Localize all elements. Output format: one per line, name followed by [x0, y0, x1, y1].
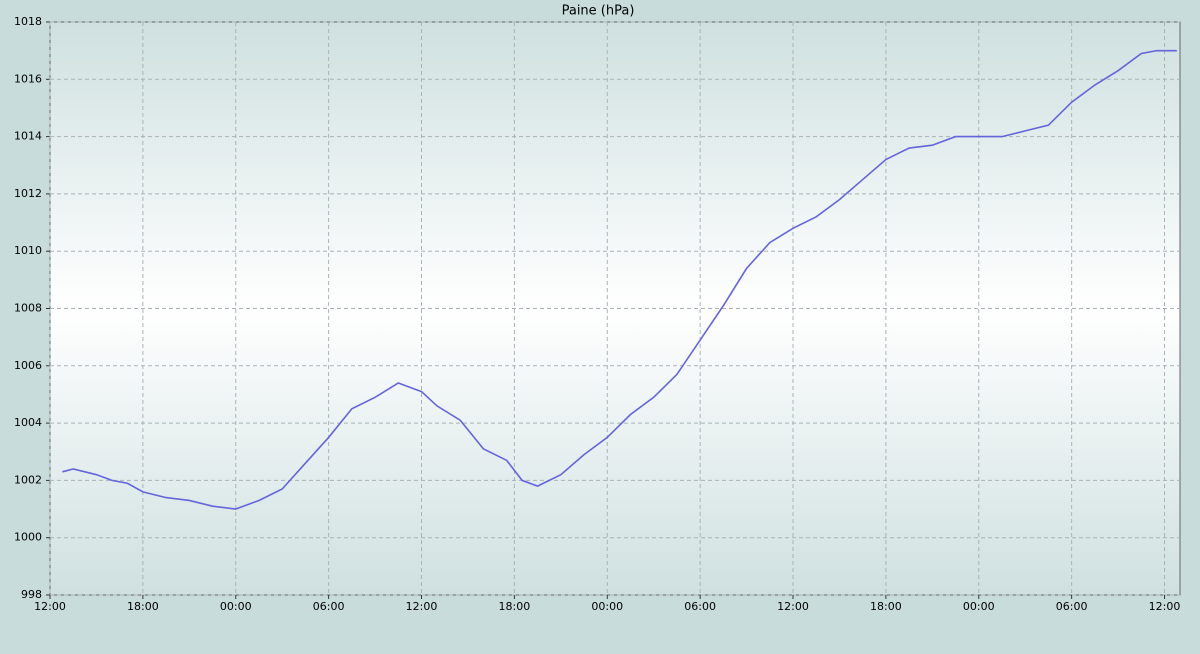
y-tick-label: 1006	[14, 359, 42, 372]
x-tick-label: 18:00	[127, 600, 159, 613]
y-tick-label: 1010	[14, 244, 42, 257]
chart-title: Paine (hPa)	[562, 4, 635, 19]
y-tick-label: 1018	[14, 15, 42, 28]
x-tick-label: 18:00	[870, 600, 902, 613]
y-tick-label: 1004	[14, 416, 42, 429]
y-tick-label: 998	[21, 588, 42, 601]
y-tick-label: 1012	[14, 187, 42, 200]
y-tick-label: 1016	[14, 72, 42, 85]
y-tick-label: 1014	[14, 130, 42, 143]
x-tick-label: 06:00	[684, 600, 716, 613]
x-tick-label: 12:00	[777, 600, 809, 613]
x-tick-label: 12:00	[406, 600, 438, 613]
data-line	[62, 49, 1177, 510]
x-tick-label: 00:00	[591, 600, 623, 613]
x-tick-label: 12:00	[34, 600, 66, 613]
y-tick-label: 1002	[14, 473, 42, 486]
x-tick-label: 00:00	[963, 600, 995, 613]
x-tick-label: 18:00	[499, 600, 531, 613]
y-tick-label: 1008	[14, 302, 42, 315]
x-tick-label: 12:00	[1149, 600, 1181, 613]
y-tick-label: 1000	[14, 531, 42, 544]
x-tick-label: 06:00	[1056, 600, 1088, 613]
x-tick-label: 06:00	[313, 600, 345, 613]
x-tick-label: 00:00	[220, 600, 252, 613]
